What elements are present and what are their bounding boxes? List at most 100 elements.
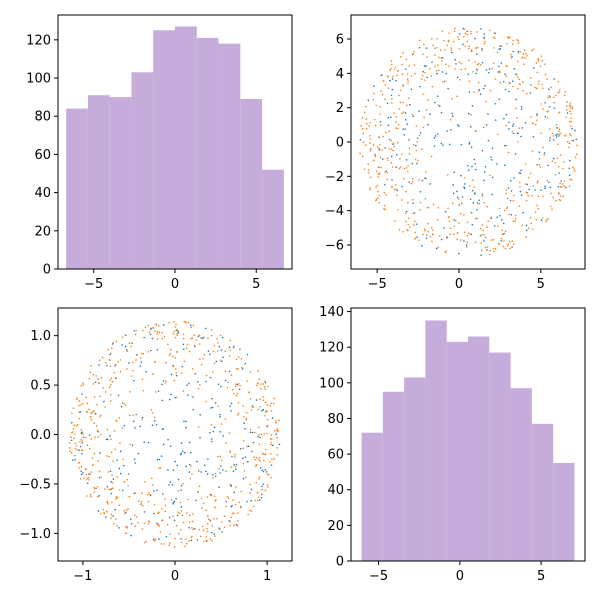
- scatter-point: [527, 194, 529, 197]
- scatter-point: [182, 390, 185, 392]
- scatter-point: [228, 346, 231, 349]
- scatter-point: [525, 236, 528, 238]
- scatter-point: [266, 418, 269, 421]
- scatter-point: [527, 227, 530, 229]
- scatter-point: [259, 459, 261, 462]
- scatter-point: [176, 514, 179, 517]
- scatter-point: [119, 450, 122, 453]
- scatter-point: [566, 109, 568, 111]
- scatter-point: [487, 220, 489, 223]
- scatter-point: [531, 195, 533, 197]
- scatter-point: [266, 404, 269, 406]
- scatter-point: [558, 111, 561, 113]
- scatter-point: [179, 501, 182, 504]
- scatter-point: [458, 33, 461, 35]
- scatter-point: [512, 220, 515, 223]
- scatter-point: [257, 458, 260, 461]
- scatter-point: [210, 494, 213, 497]
- scatter-point: [475, 217, 477, 220]
- scatter-point: [553, 78, 555, 80]
- scatter-point: [546, 110, 549, 113]
- scatter-point: [153, 361, 156, 363]
- scatter-point: [503, 209, 506, 212]
- scatter-point: [106, 500, 109, 503]
- scatter-point: [133, 514, 136, 516]
- scatter-point: [396, 74, 398, 77]
- scatter-point: [250, 510, 253, 512]
- scatter-point: [130, 522, 133, 525]
- scatter-point: [365, 144, 367, 146]
- scatter-point: [201, 337, 204, 340]
- scatter-point: [374, 124, 377, 127]
- scatter-point: [261, 452, 264, 455]
- scatter-point: [153, 504, 156, 506]
- scatter-point: [375, 186, 377, 188]
- scatter-point: [148, 491, 150, 494]
- scatter-point: [473, 186, 476, 188]
- scatter-point: [174, 368, 177, 370]
- scatter-point: [493, 47, 495, 49]
- scatter-point: [550, 86, 553, 89]
- scatter-point: [393, 112, 395, 114]
- scatter-point: [157, 390, 160, 392]
- scatter-point: [262, 399, 265, 402]
- scatter-point: [411, 162, 414, 165]
- scatter-point: [261, 469, 264, 472]
- scatter-point: [464, 32, 467, 35]
- scatter-point: [167, 469, 169, 471]
- scatter-point: [441, 56, 444, 59]
- scatter-point: [86, 411, 89, 413]
- scatter-point: [124, 334, 127, 337]
- scatter-point: [214, 475, 217, 478]
- scatter-point: [161, 519, 163, 522]
- scatter-point: [408, 103, 411, 106]
- scatter-point: [538, 157, 541, 160]
- scatter-point: [406, 78, 409, 80]
- scatter-point: [425, 65, 427, 67]
- scatter-point: [70, 436, 72, 438]
- scatter-point: [120, 405, 123, 408]
- y-tick-label: 0: [336, 555, 344, 570]
- scatter-point: [154, 330, 156, 332]
- scatter-point: [176, 351, 178, 353]
- scatter-point: [452, 115, 454, 117]
- scatter-point: [404, 128, 406, 130]
- scatter-point: [448, 143, 451, 146]
- scatter-point: [448, 220, 451, 223]
- scatter-point: [538, 80, 540, 83]
- scatter-point: [440, 111, 443, 114]
- scatter-point: [531, 49, 533, 52]
- scatter-point: [172, 365, 175, 368]
- scatter-point: [270, 434, 273, 436]
- scatter-point: [574, 156, 577, 159]
- scatter-point: [500, 45, 503, 48]
- scatter-point: [529, 217, 532, 219]
- scatter-point: [401, 185, 403, 188]
- scatter-point: [173, 500, 176, 503]
- scatter-point: [536, 164, 538, 166]
- scatter-point: [116, 459, 118, 461]
- scatter-point: [276, 429, 278, 431]
- scatter-point: [210, 531, 213, 534]
- scatter-point: [151, 424, 154, 427]
- scatter-point: [391, 88, 394, 91]
- scatter-point: [418, 110, 420, 112]
- scatter-point: [421, 78, 423, 80]
- scatter-point: [440, 57, 443, 60]
- scatter-point: [161, 337, 164, 340]
- scatter-point: [207, 458, 209, 460]
- y-tick-label: 100: [319, 376, 344, 391]
- scatter-point: [78, 404, 80, 407]
- scatter-point: [244, 456, 247, 458]
- scatter-point: [369, 176, 372, 179]
- scatter-point: [477, 81, 480, 84]
- scatter-point: [142, 329, 144, 332]
- scatter-point: [100, 433, 102, 436]
- scatter-point: [409, 226, 411, 228]
- scatter-point: [126, 527, 128, 529]
- scatter-point: [109, 488, 112, 491]
- scatter-point: [391, 78, 394, 80]
- scatter-point: [416, 141, 418, 143]
- scatter-point: [174, 326, 177, 328]
- scatter-point: [392, 142, 395, 144]
